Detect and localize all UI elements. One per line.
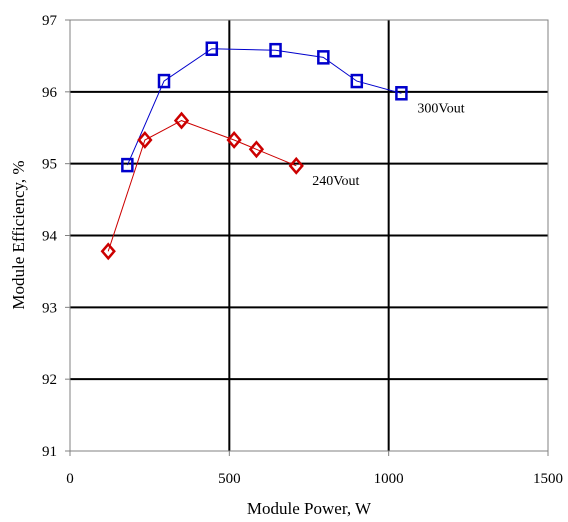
series-line [107, 120, 297, 252]
series-layer: 300Vout 240Vout [100, 41, 465, 261]
series-240vout: 240Vout [100, 111, 360, 261]
x-axis-title: Module Power, W [247, 499, 372, 518]
y-tick-label: 93 [42, 300, 57, 316]
data-point [269, 42, 282, 58]
series-line [126, 48, 402, 166]
x-tick-label: 1500 [533, 471, 563, 487]
data-point [317, 50, 330, 65]
y-axis-title: Module Efficiency, % [9, 160, 28, 309]
y-tick-label: 96 [42, 85, 58, 101]
y-tick-label: 97 [42, 13, 58, 29]
x-tick-label: 1000 [374, 471, 404, 487]
y-tick-label: 95 [42, 157, 57, 173]
series-label: 240Vout [312, 174, 359, 189]
data-point [248, 140, 265, 159]
data-point [395, 86, 408, 101]
data-point [288, 156, 304, 175]
gridlines [70, 20, 548, 451]
y-tick-label: 92 [42, 372, 57, 388]
data-point [173, 111, 190, 130]
data-point [205, 41, 219, 56]
y-tick-label: 91 [42, 444, 57, 460]
data-point [157, 73, 171, 89]
x-tick-label: 0 [66, 471, 74, 487]
data-point [121, 157, 134, 173]
y-tick-label: 94 [42, 229, 58, 245]
data-point [226, 131, 242, 149]
x-tick-label: 500 [218, 471, 241, 487]
data-point [100, 242, 116, 261]
series-label: 300Vout [417, 101, 464, 116]
data-point [137, 131, 153, 149]
series-300vout: 300Vout [121, 41, 465, 173]
x-axis-ticks: 0 500 1000 1500 [66, 451, 563, 487]
y-axis-ticks: 91 92 93 94 95 96 97 [42, 13, 70, 460]
data-point [350, 73, 364, 89]
